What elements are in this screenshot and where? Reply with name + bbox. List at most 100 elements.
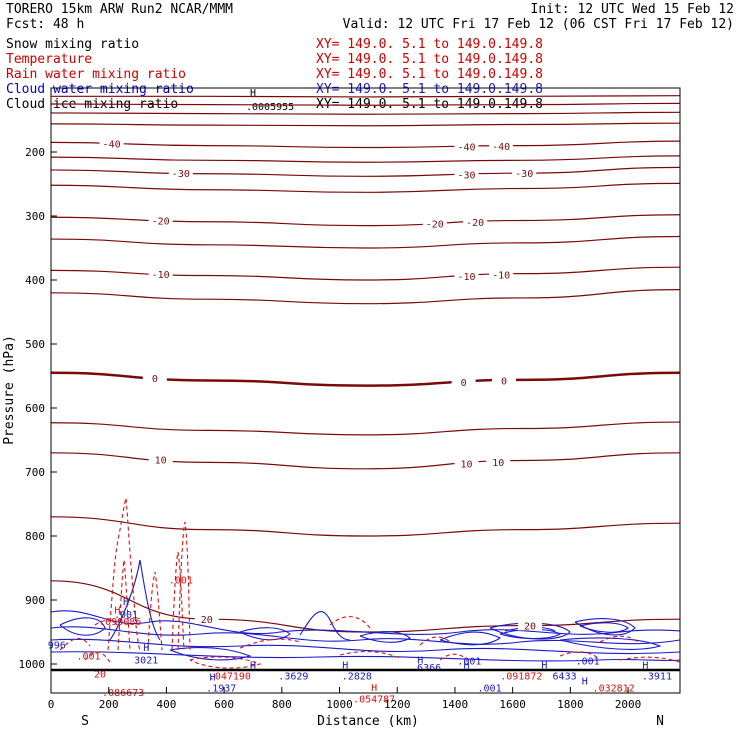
rain-water-contour	[239, 638, 301, 649]
plot-frame	[50, 87, 681, 694]
temperature-contour	[51, 266, 680, 281]
x-tick-label: 0	[48, 698, 55, 711]
contour-label-bg	[463, 216, 488, 228]
rain-water-contour	[107, 497, 141, 651]
x-tick-label: 800	[272, 698, 292, 711]
temperature-contour	[51, 452, 680, 470]
y-tick-label: 500	[25, 338, 45, 351]
rain-water-label: .047190	[209, 671, 251, 682]
rain-water-contour	[94, 619, 121, 631]
x-tick-label: 1600	[499, 698, 526, 711]
cloud-water-contour	[574, 618, 636, 636]
y-tick-label: 300	[25, 210, 45, 223]
y-axis-label: Pressure (hPa)	[2, 335, 17, 445]
rain-water-contour	[189, 656, 262, 669]
temperature-contour-label: -40	[103, 140, 121, 151]
contour-label-bg	[194, 612, 219, 624]
rain-water-contour	[619, 656, 680, 663]
rain-water-label: .001	[76, 652, 100, 663]
y-tick-label: 800	[25, 530, 45, 543]
legend-spec-snow: XY= 149.0. 5.1 to 149.0.149.8	[316, 37, 543, 52]
contour-label-bg	[451, 376, 476, 388]
cloud-water-label: H	[582, 676, 588, 687]
temperature-contour-label: -40	[492, 142, 510, 153]
temperature-contour	[51, 182, 680, 193]
x-tick-label: 1200	[384, 698, 411, 711]
cloud-water-contour	[109, 559, 161, 641]
header-title: TORERO 15km ARW Run2 NCAR/MMM	[6, 2, 233, 17]
rain-water-contour	[559, 651, 601, 661]
rain-water-contour	[439, 653, 471, 663]
header-forecast: Fcst: 48 h	[6, 17, 84, 32]
temperature-contour-label: 10	[155, 455, 167, 466]
y-tick-label: 1000	[19, 658, 46, 671]
cloud-water-label: H	[250, 660, 256, 671]
cloud-water-contour	[499, 628, 562, 640]
header-valid: Valid: 12 UTC Fri 17 Feb 12 (06 CST Fri …	[343, 17, 734, 32]
legend-spec-rain: XY= 149.0. 5.1 to 149.0.149.8	[316, 67, 543, 82]
temperature-contour-label: -30	[457, 170, 475, 181]
temperature-contour	[51, 214, 680, 227]
temperature-contour-label: 0	[152, 374, 158, 385]
axes: 0 200 400 600 800 1000 1200 1400 1600 1800 2000200…	[19, 146, 642, 711]
cloud-water-label: .3911	[642, 671, 672, 682]
contour-label-bg	[454, 457, 479, 469]
temperature-contour	[51, 516, 680, 537]
legend-label-temperature: Temperature	[6, 52, 92, 67]
cloud-water-label: 6433	[553, 671, 577, 682]
cloud-water-contour	[439, 631, 502, 646]
x-tick-label: 1000	[326, 698, 353, 711]
cloud-water-label: H	[417, 655, 423, 666]
rain-water-contour	[171, 551, 185, 651]
rain-water-contours	[59, 497, 680, 669]
y-tick-label: 600	[25, 402, 45, 415]
cloud-water-contour	[51, 638, 680, 655]
temperature-contour-label: 20	[524, 621, 536, 632]
temperature-contour-label: -30	[515, 169, 533, 180]
temperature-contour-label: -20	[152, 216, 170, 227]
rain-water-label: H	[114, 605, 120, 616]
rain-water-contour	[599, 635, 641, 645]
contour-label-bg	[168, 167, 193, 179]
rain-water-label: .054787	[353, 694, 395, 705]
top-h-value: .0005955	[246, 102, 294, 113]
contour-label-bg	[454, 140, 479, 152]
contour-label-bg	[148, 453, 173, 465]
temperature-contour	[51, 289, 680, 305]
cloud-water-contour	[51, 610, 680, 635]
y-tick-label: 700	[25, 466, 45, 479]
rain-water-contour	[84, 651, 111, 663]
y-tick-label: 200	[25, 146, 45, 159]
temperature-contour	[51, 140, 680, 149]
cloud-water-label: 996	[48, 641, 66, 652]
temperature-contour-label: 10	[460, 459, 472, 470]
temperature-contour-label: -40	[457, 142, 475, 153]
cloud-water-label: .1937	[206, 684, 236, 695]
temperature-contour-label: -10	[492, 270, 510, 281]
cloud-water-label: .001	[478, 684, 502, 695]
cloud-water-label: H	[143, 643, 149, 654]
cloud-water-contour	[51, 626, 680, 645]
temperature-contour-label: -20	[426, 219, 444, 230]
y-tick-label: 900	[25, 594, 45, 607]
legend-label-cloud-water: Cloud water mixing ratio	[6, 82, 194, 97]
cloud-water-contour	[59, 617, 106, 636]
x-end-label-south: S	[81, 714, 89, 729]
x-tick-label: 1400	[442, 698, 469, 711]
cloud-water-label: H	[210, 673, 216, 684]
cloud-water-contour	[299, 611, 351, 641]
contour-label-bg	[489, 139, 514, 151]
temperature-contour-label: -30	[172, 169, 190, 180]
temperature-contour	[51, 122, 680, 127]
temperature-contour	[51, 155, 680, 163]
cloud-water-label: 3021	[134, 655, 158, 666]
rain-water-contour	[59, 637, 91, 651]
contour-label-bg	[489, 268, 514, 280]
cloud-water-contour	[579, 622, 629, 633]
rain-water-label: 20	[94, 669, 106, 680]
x-tick-label: 200	[99, 698, 119, 711]
cloud-water-label: H	[123, 597, 129, 608]
legend-spec-cloud-water: XY= 149.0. 5.1 to 149.0.149.8	[316, 82, 543, 97]
contour-label-bg	[148, 267, 173, 279]
